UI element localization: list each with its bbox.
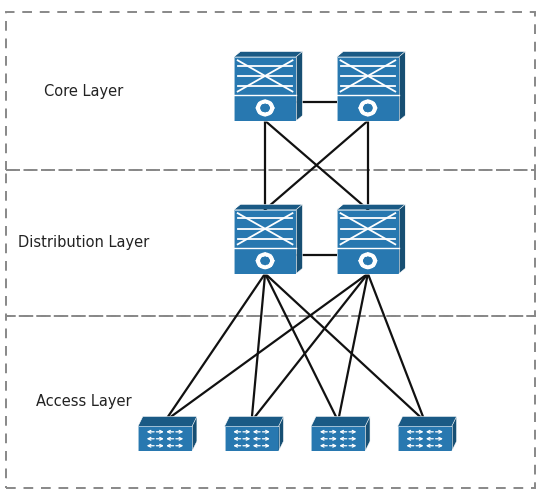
Polygon shape [337,52,405,57]
Polygon shape [452,417,457,451]
Polygon shape [138,417,197,426]
Polygon shape [296,52,302,121]
Circle shape [359,253,377,269]
Circle shape [364,104,372,112]
Bar [6,316,535,488]
Polygon shape [365,417,370,451]
Polygon shape [337,205,405,210]
Text: Access Layer: Access Layer [36,394,131,409]
Polygon shape [225,426,279,451]
Text: Core Layer: Core Layer [44,84,123,99]
Bar [6,12,535,170]
Polygon shape [398,426,452,451]
Polygon shape [138,426,192,451]
Circle shape [261,104,269,112]
Polygon shape [398,417,457,426]
Circle shape [364,257,372,265]
Polygon shape [399,52,405,121]
Text: Distribution Layer: Distribution Layer [18,235,149,250]
Polygon shape [399,205,405,274]
Polygon shape [337,210,399,274]
Polygon shape [234,52,302,57]
Polygon shape [296,205,302,274]
Polygon shape [234,205,302,210]
Circle shape [261,257,269,265]
Bar [6,170,535,316]
Circle shape [359,100,377,116]
Polygon shape [234,57,296,121]
Circle shape [256,100,274,116]
Polygon shape [192,417,197,451]
Polygon shape [311,426,365,451]
Polygon shape [337,57,399,121]
Circle shape [256,253,274,269]
Polygon shape [279,417,283,451]
Polygon shape [311,417,370,426]
Polygon shape [225,417,283,426]
Polygon shape [234,210,296,274]
